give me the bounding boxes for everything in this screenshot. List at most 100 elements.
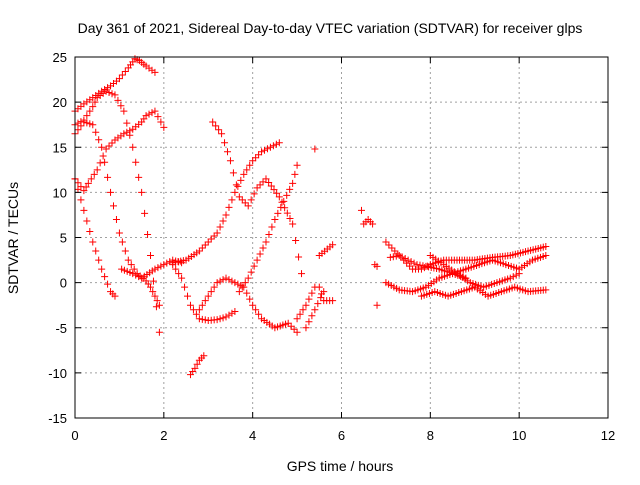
data-point xyxy=(198,301,206,309)
data-point xyxy=(262,175,270,183)
data-point xyxy=(98,143,106,151)
data-point xyxy=(195,315,203,323)
data-point xyxy=(509,273,517,281)
data-point xyxy=(216,315,224,323)
data-point xyxy=(216,277,224,285)
data-point xyxy=(256,181,264,189)
data-point xyxy=(108,139,116,147)
data-point xyxy=(130,265,138,273)
y-tick-label: 10 xyxy=(53,185,67,200)
data-point xyxy=(92,128,100,136)
data-point xyxy=(92,247,100,255)
data-point xyxy=(275,139,283,147)
data-point xyxy=(255,151,263,159)
data-point xyxy=(391,247,399,255)
data-point xyxy=(105,88,113,96)
data-point xyxy=(147,252,155,260)
data-point xyxy=(243,289,251,297)
data-series xyxy=(357,206,381,309)
data-point xyxy=(417,265,425,273)
data-point xyxy=(225,276,233,284)
data-point xyxy=(210,283,218,291)
data-point xyxy=(388,244,396,252)
data-point xyxy=(247,196,255,204)
data-point xyxy=(392,252,400,260)
data-point xyxy=(299,306,307,314)
data-point xyxy=(247,268,255,276)
data-point xyxy=(74,185,82,193)
data-point xyxy=(178,274,186,282)
data-point xyxy=(419,262,427,270)
x-tick-label: 12 xyxy=(601,428,615,443)
data-point xyxy=(157,262,165,270)
data-point xyxy=(101,85,109,93)
data-point xyxy=(416,261,424,269)
data-point xyxy=(293,161,301,169)
data-point xyxy=(420,264,428,272)
data-point xyxy=(223,148,231,156)
data-point xyxy=(166,258,174,266)
data-point xyxy=(126,127,134,135)
data-point xyxy=(124,256,132,264)
data-point xyxy=(151,107,159,115)
data-point xyxy=(98,265,106,273)
data-point xyxy=(127,261,135,269)
data-point xyxy=(95,256,103,264)
x-tick-label: 4 xyxy=(249,428,256,443)
data-point xyxy=(104,84,112,92)
data-series xyxy=(169,139,283,267)
data-point xyxy=(153,297,161,305)
data-point xyxy=(317,294,325,302)
y-tick-label: 5 xyxy=(60,231,67,246)
y-tick-label: -15 xyxy=(48,411,67,426)
data-points xyxy=(71,55,550,379)
data-point xyxy=(255,310,263,318)
data-point xyxy=(157,118,165,126)
data-point xyxy=(237,176,245,184)
data-point xyxy=(204,292,212,300)
data-point xyxy=(311,306,319,314)
data-point xyxy=(329,297,337,305)
data-point xyxy=(302,324,310,332)
data-point xyxy=(225,203,233,211)
data-point xyxy=(163,259,171,267)
data-point xyxy=(123,119,131,127)
data-point xyxy=(155,301,163,309)
data-series xyxy=(195,274,301,336)
data-point xyxy=(108,90,116,98)
data-point xyxy=(184,292,192,300)
data-point xyxy=(249,157,257,165)
data-point xyxy=(259,244,267,252)
data-point xyxy=(121,67,129,75)
data-point xyxy=(219,314,227,322)
data-point xyxy=(96,159,104,167)
data-point xyxy=(225,311,233,319)
data-point xyxy=(86,227,94,235)
data-point xyxy=(250,190,258,198)
data-point xyxy=(195,306,203,314)
data-point xyxy=(218,130,226,138)
data-point xyxy=(270,186,278,194)
data-point xyxy=(298,270,306,278)
data-point xyxy=(395,252,403,260)
data-point xyxy=(86,107,94,115)
data-point xyxy=(109,202,117,210)
y-tick-label: 25 xyxy=(53,50,67,65)
data-point xyxy=(195,247,203,255)
data-series xyxy=(417,283,550,300)
data-point xyxy=(308,289,316,297)
data-point xyxy=(207,288,215,296)
y-tick-label: 20 xyxy=(53,95,67,110)
data-point xyxy=(382,238,390,246)
data-point xyxy=(261,146,269,154)
data-point xyxy=(289,179,297,187)
data-point xyxy=(207,235,215,243)
data-point xyxy=(385,241,393,249)
data-point xyxy=(123,128,131,136)
data-point xyxy=(311,145,319,153)
data-point xyxy=(219,217,227,225)
data-point xyxy=(89,121,97,129)
chart-title: Day 361 of 2021, Sidereal Day-to-day VTE… xyxy=(78,20,583,36)
data-point xyxy=(413,261,421,269)
data-point xyxy=(132,158,140,166)
